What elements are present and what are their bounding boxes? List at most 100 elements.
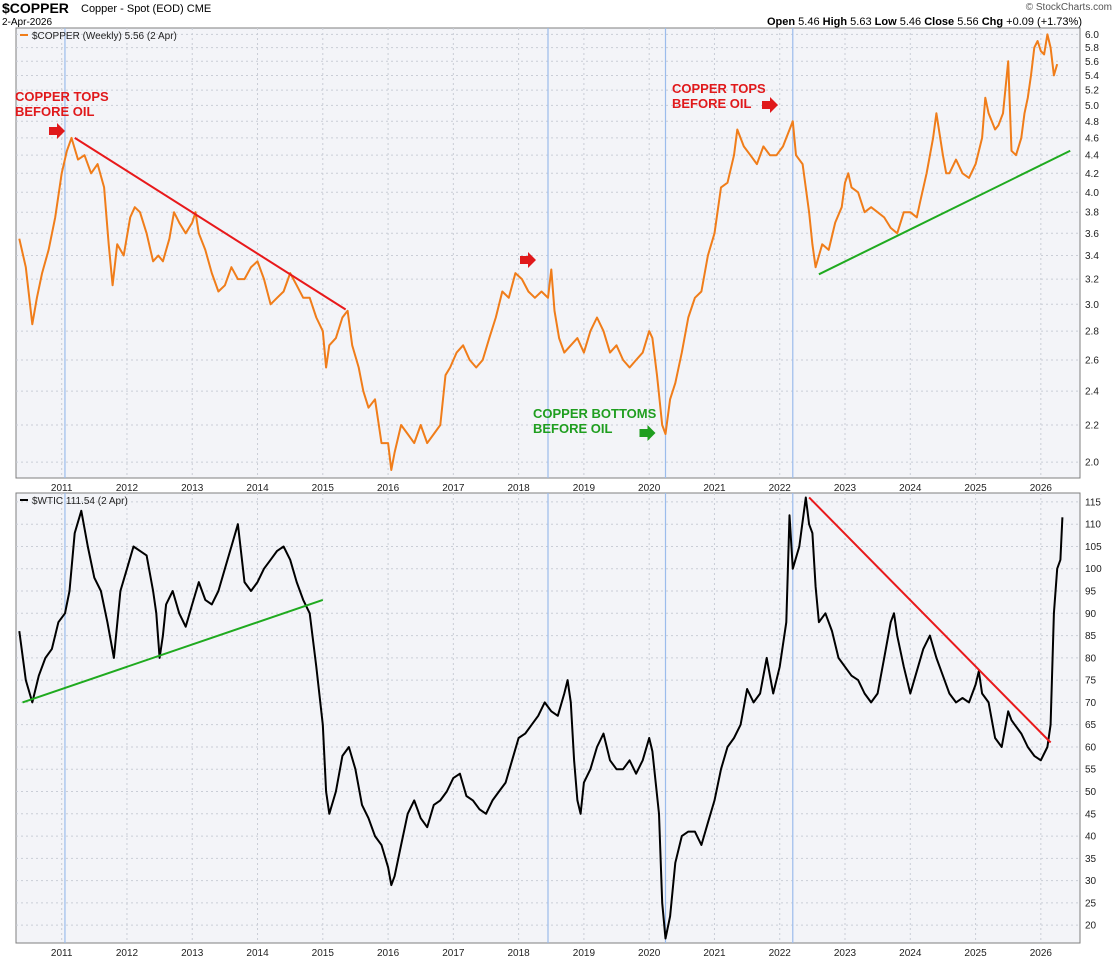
close-label: Close <box>924 16 955 28</box>
x-tick-label: 2018 <box>508 483 531 494</box>
x-tick-label: 2024 <box>899 483 922 494</box>
chg-value: +0.09 (+1.73%) <box>1006 16 1082 28</box>
x-tick-label: 2012 <box>116 948 139 959</box>
y-tick-label: 3.0 <box>1085 300 1099 311</box>
downtrend-line <box>74 137 347 311</box>
x-tick-label: 2020 <box>638 483 661 494</box>
x-tick-label: 2015 <box>312 948 335 959</box>
x-tick-label: 2019 <box>573 948 596 959</box>
low-label: Low <box>874 16 897 28</box>
y-tick-label: 90 <box>1085 609 1097 620</box>
x-tick-label: 2025 <box>964 483 987 494</box>
x-tick-label: 2022 <box>769 948 792 959</box>
uptrend-line <box>22 598 324 704</box>
copper-panel: 2011 2012 2013 2014 2015 2016 2017 2018 2019 2020… <box>15 27 1099 494</box>
chart-description: Copper - Spot (EOD) CME <box>81 3 212 15</box>
annotation-line-2: BEFORE OIL <box>672 96 752 111</box>
y-tick-label: 3.4 <box>1085 251 1099 262</box>
x-tick-label: 2020 <box>638 948 661 959</box>
quote-summary: Open 5.46 High 5.63 Low 5.46 Close 5.56 … <box>767 16 1082 28</box>
x-tick-label: 2023 <box>834 948 857 959</box>
x-tick-label: 2019 <box>573 483 596 494</box>
x-tick-label: 2024 <box>899 948 922 959</box>
chg-label: Chg <box>981 16 1004 28</box>
y-tick-label: 2.2 <box>1085 421 1099 432</box>
y-tick-label: 2.0 <box>1085 458 1099 469</box>
y-tick-label: 60 <box>1085 742 1097 753</box>
chart-date: 2-Apr-2026 <box>2 17 53 28</box>
y-tick-label: 5.4 <box>1085 71 1099 82</box>
x-tick-label: 2017 <box>442 948 465 959</box>
x-tick-label: 2014 <box>246 948 269 959</box>
legend-label: $WTIC 111.54 (2 Apr) <box>32 496 128 507</box>
high-label: High <box>822 16 848 28</box>
x-tick-label: 2021 <box>703 948 726 959</box>
y-tick-label: 95 <box>1085 587 1097 598</box>
y-tick-label: 80 <box>1085 653 1097 664</box>
x-tick-label: 2025 <box>964 948 987 959</box>
chart-symbol: $COPPER <box>2 0 69 16</box>
red-arrow-marker <box>762 97 778 113</box>
y-tick-label: 4.0 <box>1085 188 1099 199</box>
legend: $COPPER (Weekly) 5.56 (2 Apr) <box>20 31 177 42</box>
y-tick-label: 30 <box>1085 876 1097 887</box>
annotation-text: COPPER BOTTOMS BEFORE OIL <box>533 406 657 436</box>
x-tick-label: 2016 <box>377 483 400 494</box>
oil-price-line <box>18 496 1064 940</box>
annotation-line-1: COPPER BOTTOMS <box>533 406 657 421</box>
red-arrow-marker <box>49 123 65 139</box>
y-tick-label: 6.0 <box>1085 30 1099 41</box>
y-tick-label: 45 <box>1085 809 1097 820</box>
y-tick-label: 5.2 <box>1085 86 1099 97</box>
y-tick-label: 3.6 <box>1085 229 1099 240</box>
red-arrow-marker <box>520 252 536 268</box>
x-tick-label: 2023 <box>834 483 857 494</box>
x-tick-label: 2017 <box>442 483 465 494</box>
x-tick-label: 2022 <box>769 483 792 494</box>
x-tick-label: 2016 <box>377 948 400 959</box>
y-tick-label: 20 <box>1085 921 1097 932</box>
x-tick-label: 2013 <box>181 483 204 494</box>
annotation-line-1: COPPER TOPS <box>672 81 766 96</box>
stockcharts-credit: © StockCharts.com <box>1025 2 1112 13</box>
high-value: 5.63 <box>850 16 872 28</box>
legend: $WTIC 111.54 (2 Apr) <box>20 496 128 507</box>
uptrend-line <box>818 149 1071 276</box>
downtrend-line <box>808 496 1052 744</box>
y-tick-label: 2.8 <box>1085 327 1099 338</box>
y-tick-label: 2.4 <box>1085 387 1099 398</box>
y-tick-label: 35 <box>1085 854 1097 865</box>
y-tick-label: 65 <box>1085 720 1097 731</box>
y-tick-label: 70 <box>1085 698 1097 709</box>
x-tick-label: 2026 <box>1030 483 1053 494</box>
y-tick-label: 25 <box>1085 898 1097 909</box>
x-tick-label: 2014 <box>246 483 269 494</box>
annotation-line-1: COPPER TOPS <box>15 89 109 104</box>
y-tick-label: 50 <box>1085 787 1097 798</box>
y-tick-label: 4.8 <box>1085 117 1099 128</box>
x-tick-label: 2026 <box>1030 948 1053 959</box>
open-label: Open <box>766 16 796 28</box>
y-tick-label: 5.6 <box>1085 57 1099 68</box>
y-tick-label: 5.8 <box>1085 43 1099 54</box>
open-value: 5.46 <box>798 16 820 28</box>
y-tick-label: 4.6 <box>1085 133 1099 144</box>
x-tick-label: 2021 <box>703 483 726 494</box>
annotation-text: COPPER TOPS BEFORE OIL <box>672 81 766 111</box>
y-tick-label: 85 <box>1085 631 1097 642</box>
x-tick-label: 2015 <box>312 483 335 494</box>
low-value: 5.46 <box>899 16 922 28</box>
y-tick-label: 115 <box>1085 497 1101 508</box>
close-value: 5.56 <box>957 16 979 28</box>
annotation-line-2: BEFORE OIL <box>533 421 613 436</box>
y-tick-label: 75 <box>1085 676 1097 687</box>
y-tick-label: 100 <box>1085 564 1102 575</box>
x-tick-label: 2013 <box>181 948 204 959</box>
y-tick-label: 4.4 <box>1085 151 1099 162</box>
y-tick-label: 4.2 <box>1085 169 1099 180</box>
x-tick-label: 2011 <box>51 948 73 959</box>
annotation-line-2: BEFORE OIL <box>15 104 95 119</box>
y-tick-label: 40 <box>1085 832 1097 843</box>
x-tick-label: 2011 <box>51 483 73 494</box>
